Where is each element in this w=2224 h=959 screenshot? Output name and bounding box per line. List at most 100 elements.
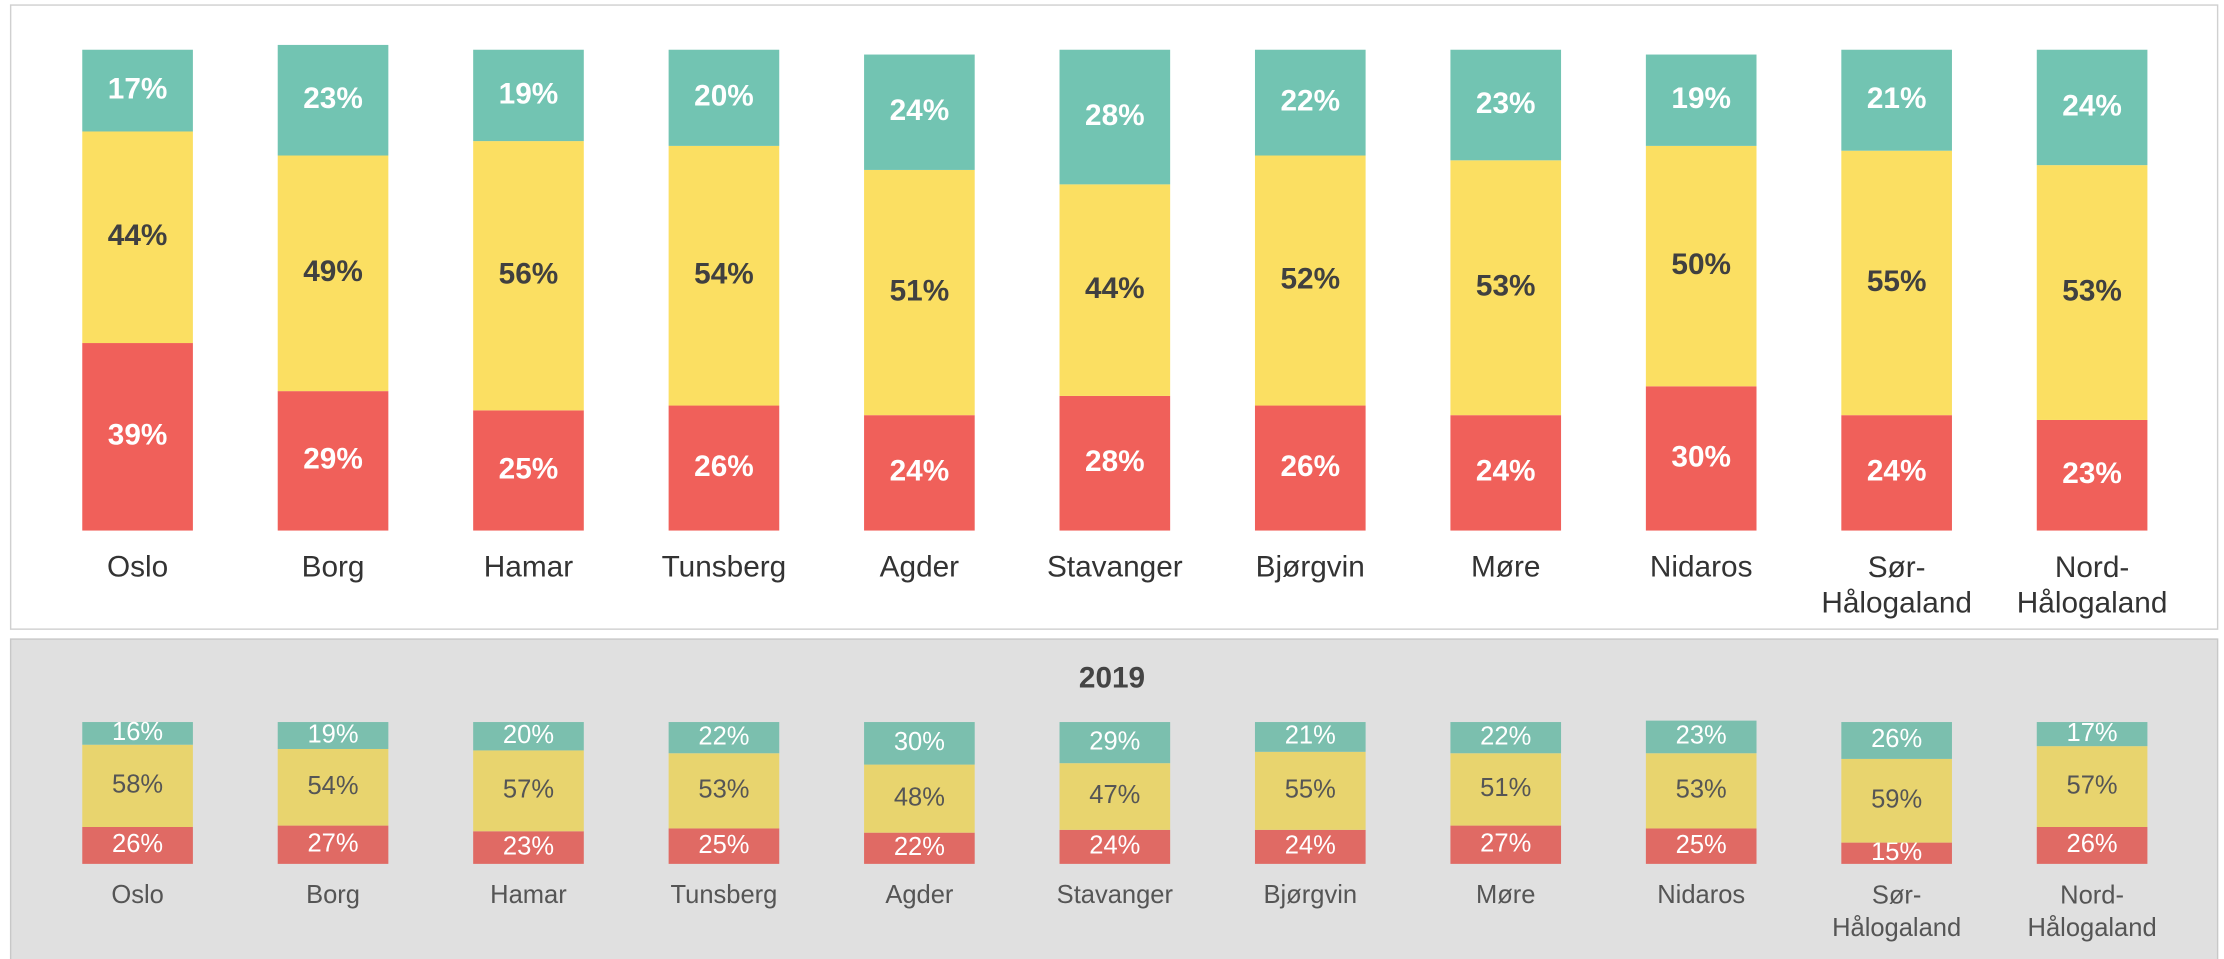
- bar-segment: [1841, 415, 1952, 531]
- data-label: 21%: [1285, 722, 1336, 750]
- bar-segment: [864, 54, 975, 170]
- bar-segment: [668, 722, 780, 754]
- bar-segment: [1841, 49, 1952, 151]
- bar-segment: [2036, 49, 2148, 166]
- bar-segment: [473, 831, 584, 864]
- data-label: 24%: [1089, 832, 1140, 860]
- bar-segment: [82, 827, 193, 864]
- bar-segment: [668, 49, 780, 146]
- data-label: 24%: [1476, 455, 1536, 488]
- data-label: 26%: [112, 830, 163, 858]
- bar-segment: [1059, 722, 1171, 764]
- bar-segment: [1645, 145, 1757, 387]
- bar-segment: [277, 825, 389, 864]
- bar-segment: [864, 415, 975, 531]
- data-label: 57%: [503, 776, 554, 804]
- bar-segment: [2036, 722, 2148, 747]
- x-tick-label: Møre: [1476, 881, 1536, 909]
- bar-segment: [1645, 720, 1757, 754]
- bar-segment: [1645, 386, 1757, 531]
- x-tick-label: Stavanger: [1057, 881, 1174, 909]
- data-label: 20%: [694, 80, 754, 113]
- bar-segment: [1059, 49, 1171, 185]
- bar-segment: [864, 764, 975, 833]
- data-label: 53%: [1476, 270, 1536, 303]
- bar-segment: [668, 145, 780, 406]
- data-label: 24%: [1867, 455, 1927, 488]
- x-tick-label: Møre: [1471, 551, 1540, 584]
- data-label: 48%: [894, 783, 945, 811]
- bar-segment: [2036, 746, 2148, 827]
- bar-segment: [668, 828, 780, 864]
- data-label: 23%: [2062, 457, 2122, 490]
- data-label: 24%: [890, 455, 950, 488]
- bar-segment: [1841, 842, 1952, 864]
- chart-title: 2019: [1079, 661, 1145, 694]
- data-label: 25%: [1676, 831, 1727, 859]
- data-label: 26%: [1280, 450, 1340, 483]
- x-tick-label: Nidaros: [1650, 551, 1753, 584]
- x-tick-label: Bjørgvin: [1256, 551, 1365, 584]
- data-label: 23%: [503, 832, 554, 860]
- data-label: 44%: [1085, 272, 1145, 305]
- x-tick-label: Borg: [302, 551, 365, 584]
- bar-segment: [1841, 150, 1952, 416]
- data-label: 28%: [1085, 99, 1145, 132]
- data-label: 20%: [503, 721, 554, 749]
- data-label: 24%: [2062, 89, 2122, 122]
- data-label: 26%: [694, 450, 754, 483]
- data-label: 28%: [1085, 445, 1145, 478]
- data-label: 19%: [1671, 82, 1731, 115]
- bar-segment: [82, 722, 193, 745]
- bar-segment: [1645, 753, 1757, 829]
- bar-segment: [1450, 49, 1562, 161]
- x-tick-label: Sør-Hålogaland: [1821, 551, 1972, 619]
- data-label: 22%: [894, 833, 945, 861]
- data-label: 58%: [112, 771, 163, 799]
- bar-segment: [82, 49, 193, 132]
- bar-segment: [1254, 829, 1366, 864]
- bar-segment: [668, 753, 780, 829]
- data-label: 23%: [303, 82, 363, 115]
- data-label: 47%: [1089, 781, 1140, 809]
- data-label: 17%: [108, 72, 168, 105]
- data-label: 30%: [894, 728, 945, 756]
- bar-segment: [1450, 825, 1562, 864]
- data-label: 23%: [1676, 722, 1727, 750]
- bar-segment: [82, 343, 193, 531]
- bar-segment: [277, 155, 389, 392]
- bar-segment: [277, 722, 389, 749]
- data-label: 53%: [698, 776, 749, 804]
- data-label: 27%: [1480, 829, 1531, 857]
- data-label: 27%: [307, 829, 358, 857]
- x-tick-label: Oslo: [111, 881, 163, 909]
- data-label: 55%: [1867, 265, 1927, 298]
- bar-segment: [1059, 763, 1171, 830]
- bar-segment: [2036, 827, 2148, 864]
- bar-segment: [864, 722, 975, 765]
- bar-segment: [1450, 415, 1562, 531]
- data-label: 54%: [307, 772, 358, 800]
- bar-segment: [864, 832, 975, 864]
- bar-segment: [473, 141, 584, 411]
- x-tick-label: Agder: [880, 551, 960, 584]
- data-label: 39%: [108, 419, 168, 452]
- data-label: 26%: [2067, 830, 2118, 858]
- data-label: 24%: [1285, 832, 1336, 860]
- bar-segment: [1841, 722, 1952, 759]
- data-label: 25%: [499, 452, 559, 485]
- data-label: 23%: [1476, 87, 1536, 120]
- x-tick-label: Tunsberg: [671, 881, 778, 909]
- data-label: 19%: [307, 720, 358, 748]
- data-label: 24%: [890, 94, 950, 127]
- x-tick-label: Hamar: [484, 551, 573, 584]
- data-label: 26%: [1871, 725, 1922, 753]
- bar-segment: [2036, 165, 2148, 420]
- bar-segment: [864, 169, 975, 416]
- data-label: 50%: [1671, 248, 1731, 281]
- data-label: 57%: [2067, 771, 2118, 799]
- x-tick-label: Sør-Hålogaland: [1832, 881, 1961, 942]
- bar-segment: [1841, 758, 1952, 843]
- x-tick-label: Nord-Hålogaland: [2028, 881, 2157, 942]
